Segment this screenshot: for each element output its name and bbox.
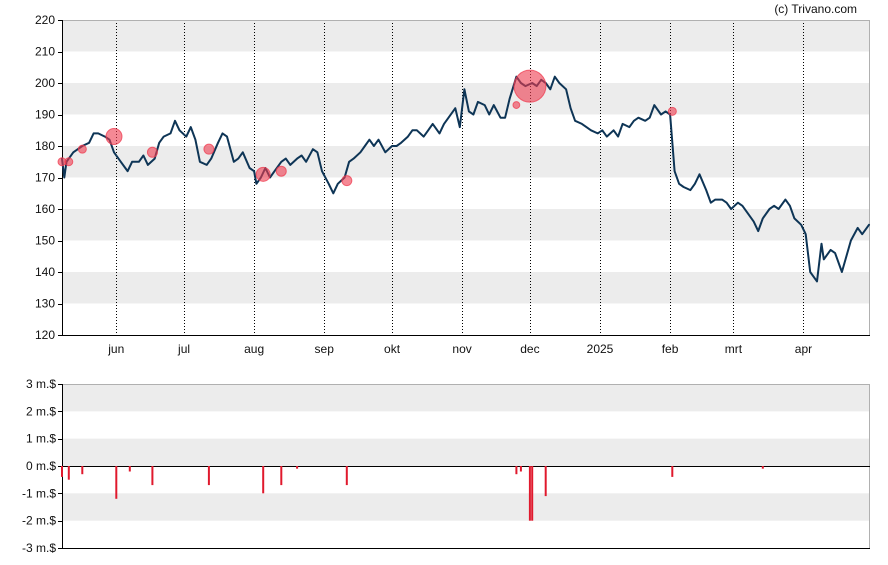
volume-y-tick-label: 3 m.$	[26, 377, 56, 391]
month-tick-label: mrt	[725, 342, 743, 356]
trade-marker	[341, 175, 353, 187]
trade-bar	[151, 466, 154, 486]
volume-band	[62, 438, 869, 466]
price-y-tick-label: 120	[35, 328, 55, 342]
price-band	[62, 20, 869, 52]
trade-marker	[512, 101, 521, 109]
price-y-tick-label: 220	[35, 13, 55, 27]
month-tick-label: feb	[662, 342, 679, 356]
price-series	[61, 75, 870, 283]
price-y-tick-label: 140	[35, 265, 55, 279]
month-tick-label: aug	[244, 342, 264, 356]
trade-bar	[67, 466, 70, 480]
price-band	[62, 209, 869, 241]
volume-y-tick-label: -3 m.$	[22, 541, 56, 555]
month-tick-label: jul	[177, 342, 190, 356]
trade-bar	[128, 466, 131, 472]
trade-bar	[528, 466, 531, 521]
trade-marker	[275, 165, 287, 177]
month-tick-label: dec	[520, 342, 539, 356]
trade-bar	[544, 466, 547, 497]
credit-label: (c) Trivano.com	[774, 2, 857, 16]
trade-bar	[519, 466, 522, 472]
month-axis: jun jul aug sep okt nov dec 2025 feb mrt apr	[107, 342, 812, 356]
price-y-tick-label: 200	[35, 76, 55, 90]
trade-bar	[115, 466, 118, 499]
trade-marker	[105, 128, 123, 146]
trade-bar	[345, 466, 348, 486]
trade-bar	[515, 466, 518, 475]
trade-marker	[64, 157, 74, 167]
price-y-tick-label: 190	[35, 108, 55, 122]
trade-bar	[280, 466, 283, 486]
trade-marker	[77, 144, 87, 154]
trade-bar	[81, 466, 84, 475]
month-tick-label: 2025	[587, 342, 614, 356]
volume-panel-bands	[62, 384, 869, 521]
price-line	[61, 75, 870, 283]
month-tick-label: apr	[795, 342, 812, 356]
price-y-tick-label: 210	[35, 45, 55, 59]
price-panel-bands	[62, 20, 869, 304]
trade-marker	[255, 166, 271, 182]
trade-bar	[671, 466, 674, 477]
trade-marker	[203, 143, 215, 155]
trade-marker	[513, 69, 547, 103]
trade-markers	[57, 69, 677, 187]
volume-y-tick-label: 2 m.$	[26, 404, 56, 418]
volume-y-tick-label: 0 m.$	[26, 459, 56, 473]
volume-band	[62, 493, 869, 521]
trade-bar	[531, 466, 534, 521]
volume-band	[62, 384, 869, 412]
month-tick-label: okt	[384, 342, 401, 356]
trade-bar	[761, 466, 764, 469]
trade-bar	[61, 466, 63, 477]
price-y-tick-label: 150	[35, 234, 55, 248]
price-y-tick-label: 130	[35, 297, 55, 311]
volume-y-tick-label: -2 m.$	[22, 514, 56, 528]
trade-bar	[207, 466, 210, 486]
price-y-tick-label: 180	[35, 139, 55, 153]
trade-bar	[296, 466, 299, 469]
month-tick-label: sep	[315, 342, 335, 356]
price-band	[62, 272, 869, 304]
trade-marker	[667, 106, 677, 116]
trade-bar	[262, 466, 265, 494]
month-tick-label: nov	[452, 342, 471, 356]
trade-marker	[146, 146, 158, 158]
trade-volume-bars	[61, 466, 764, 521]
price-band	[62, 146, 869, 178]
price-y-tick-label: 160	[35, 202, 55, 216]
volume-y-tick-label: -1 m.$	[22, 486, 56, 500]
month-tick-label: jun	[107, 342, 124, 356]
volume-y-tick-label: 1 m.$	[26, 432, 56, 446]
price-y-axis: 120 130 140 150 160 170 180 190 200 210 220	[35, 13, 62, 342]
price-y-tick-label: 170	[35, 171, 55, 185]
volume-y-axis: -3 m.$ -2 m.$ -1 m.$ 0 m.$ 1 m.$ 2 m.$ 3 m.$	[22, 377, 62, 555]
